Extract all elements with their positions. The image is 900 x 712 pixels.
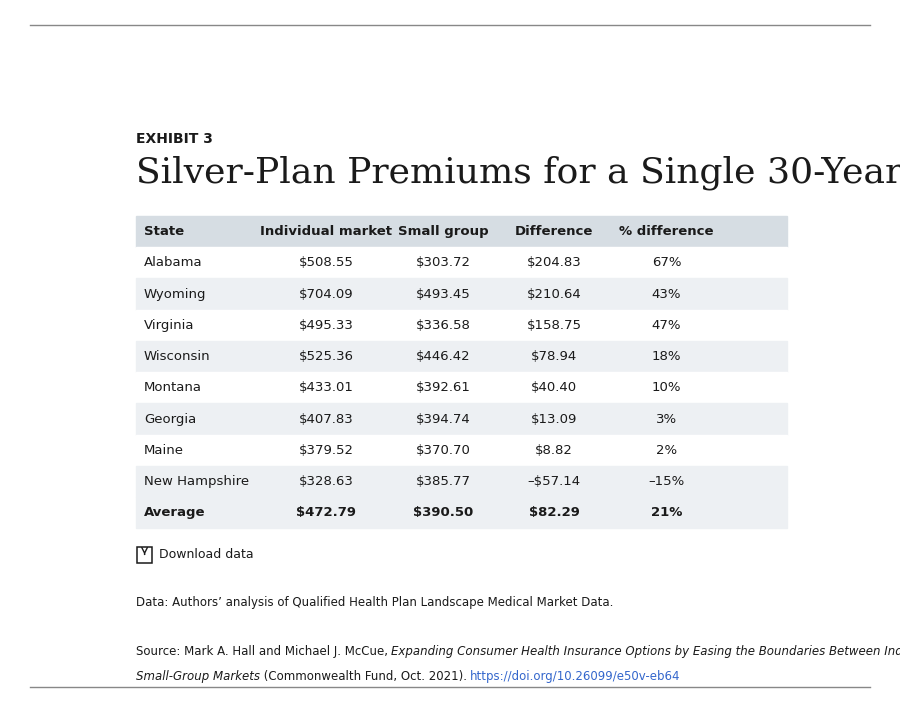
Text: 21%: 21% [651,506,682,519]
Text: $204.83: $204.83 [526,256,581,269]
Text: Data: Authors’ analysis of Qualified Health Plan Landscape Medical Market Data.: Data: Authors’ analysis of Qualified Hea… [136,596,613,609]
Text: Difference: Difference [515,225,593,238]
Bar [137,547,152,563]
Text: $385.77: $385.77 [416,475,471,488]
Text: $379.52: $379.52 [299,444,354,457]
Text: Georgia: Georgia [144,412,196,426]
Text: $13.09: $13.09 [531,412,577,426]
Bar [136,497,787,528]
Text: 67%: 67% [652,256,681,269]
Text: $158.75: $158.75 [526,319,581,332]
Text: $40.40: $40.40 [531,382,577,394]
Text: New Hampshire: New Hampshire [144,475,249,488]
Text: $472.79: $472.79 [296,506,356,519]
Text: Alabama: Alabama [144,256,202,269]
Text: $210.64: $210.64 [526,288,581,300]
Text: $390.50: $390.50 [413,506,473,519]
Bar [136,278,787,310]
Bar [136,404,787,434]
Text: 10%: 10% [652,382,681,394]
Text: Small group: Small group [398,225,489,238]
Text: Small-Group Markets: Small-Group Markets [136,671,259,684]
Text: Montana: Montana [144,382,202,394]
Text: (Commonwealth Fund, Oct. 2021).: (Commonwealth Fund, Oct. 2021). [259,671,471,684]
Text: $433.01: $433.01 [299,382,354,394]
Bar [136,341,787,372]
Bar [136,466,787,497]
Text: Wisconsin: Wisconsin [144,350,211,363]
Text: Wyoming: Wyoming [144,288,206,300]
Text: $525.36: $525.36 [299,350,354,363]
Text: $8.82: $8.82 [536,444,573,457]
Text: Average: Average [144,506,205,519]
Text: $407.83: $407.83 [299,412,354,426]
Text: Expanding Consumer Health Insurance Options by Easing the Boundaries Between Ind: Expanding Consumer Health Insurance Opti… [392,645,900,658]
Bar [136,372,787,404]
Text: 2%: 2% [656,444,677,457]
Bar [136,434,787,466]
Bar [136,247,787,278]
Text: $394.74: $394.74 [416,412,471,426]
Text: $493.45: $493.45 [416,288,471,300]
Text: Maine: Maine [144,444,184,457]
Text: $82.29: $82.29 [528,506,580,519]
Text: $508.55: $508.55 [299,256,354,269]
Text: $704.09: $704.09 [299,288,354,300]
Text: –$57.14: –$57.14 [527,475,580,488]
Text: 43%: 43% [652,288,681,300]
Bar [136,310,787,341]
Text: 18%: 18% [652,350,681,363]
Bar [136,216,787,247]
Text: https://doi.org/10.26099/e50v-eb64: https://doi.org/10.26099/e50v-eb64 [471,671,680,684]
Text: $78.94: $78.94 [531,350,577,363]
Text: $392.61: $392.61 [416,382,471,394]
Text: Download data: Download data [159,548,254,561]
Text: $303.72: $303.72 [416,256,471,269]
Text: Virginia: Virginia [144,319,194,332]
Text: $336.58: $336.58 [416,319,471,332]
Text: Source: Mark A. Hall and Michael J. McCue,: Source: Mark A. Hall and Michael J. McCu… [136,645,392,658]
Text: $328.63: $328.63 [299,475,354,488]
Text: $446.42: $446.42 [416,350,471,363]
Text: $370.70: $370.70 [416,444,471,457]
Text: EXHIBIT 3: EXHIBIT 3 [136,132,212,146]
Text: % difference: % difference [619,225,714,238]
Text: 3%: 3% [656,412,677,426]
Text: $495.33: $495.33 [299,319,354,332]
Text: Individual market: Individual market [260,225,392,238]
Text: 47%: 47% [652,319,681,332]
Text: Silver-Plan Premiums for a Single 30-Year-Old: Silver-Plan Premiums for a Single 30-Yea… [136,155,900,189]
Text: State: State [144,225,184,238]
Text: –15%: –15% [648,475,685,488]
